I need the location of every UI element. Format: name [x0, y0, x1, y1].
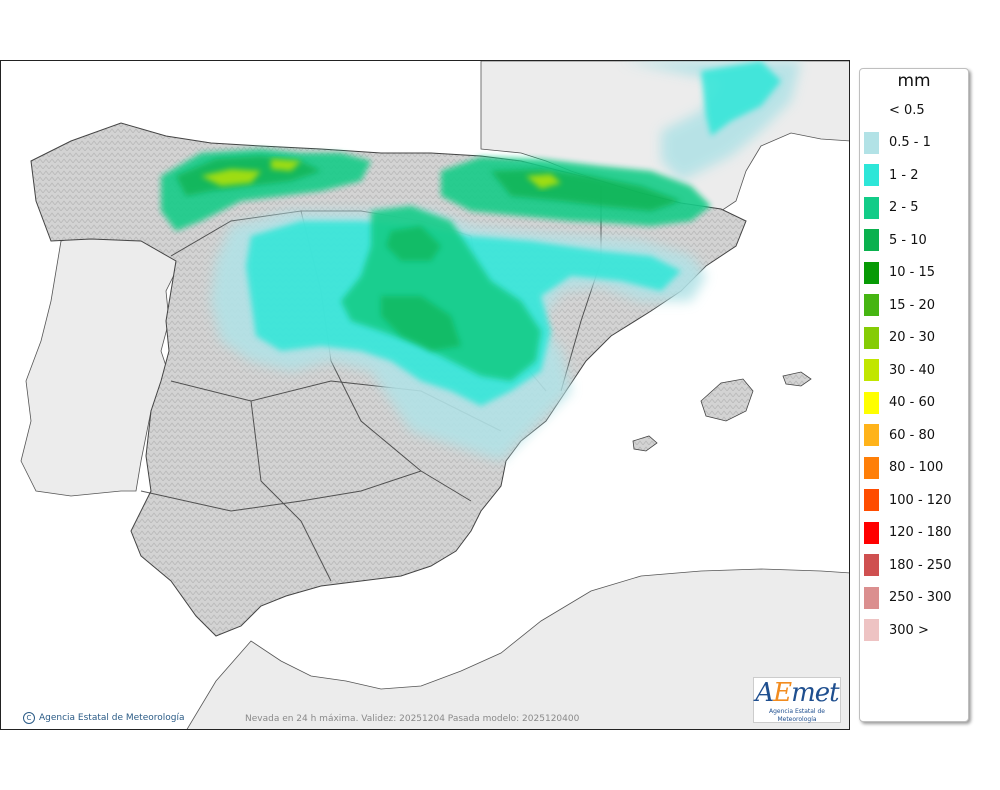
- legend-label: 100 - 120: [889, 492, 952, 508]
- legend-item: 120 - 180: [864, 521, 952, 544]
- legend-swatch: [864, 521, 879, 544]
- legend-swatch: [864, 131, 879, 154]
- legend-item: 60 - 80: [864, 424, 935, 446]
- legend-item: 10 - 15: [864, 261, 936, 284]
- legend-item: 0.5 - 1: [864, 131, 931, 154]
- legend-label: 60 - 80: [889, 427, 936, 443]
- legend-item: 2 - 5: [864, 196, 919, 219]
- legend-swatch: [864, 489, 879, 511]
- aemet-credit: C Agencia Estatal de Meteorología: [23, 712, 185, 724]
- map-frame[interactable]: C Agencia Estatal de Meteorología Nevada…: [0, 60, 850, 730]
- legend-item: 40 - 60: [864, 391, 936, 414]
- snow-1-2-france: [701, 61, 781, 136]
- legend-label: 250 - 300: [889, 590, 952, 605]
- ibiza: [632, 435, 658, 452]
- mallorca: [700, 378, 754, 422]
- legend-swatch: [864, 554, 879, 576]
- legend-item: < 0.5: [864, 99, 925, 121]
- legend-label: 40 - 60: [889, 395, 936, 410]
- aemet-logo: AEmet Agencia Estatal de Meteorología: [753, 677, 841, 723]
- legend-title: mm: [897, 71, 931, 91]
- legend-label: 20 - 30: [889, 330, 936, 345]
- copyright-icon: C: [23, 712, 35, 724]
- legend-swatch: [864, 586, 879, 609]
- legend-item: 300 >: [864, 619, 929, 641]
- legend-label: 0.5 - 1: [889, 135, 931, 150]
- legend-label: 80 - 100: [889, 460, 944, 475]
- legend-swatch: [864, 456, 879, 479]
- legend-item: 180 - 250: [864, 554, 952, 576]
- africa-land: [186, 568, 849, 729]
- precipitation-legend: mm < 0.5 0.5 - 1 1 - 2 2 - 5 5 - 10 10 - 15 15…: [859, 68, 969, 722]
- legend-label: < 0.5: [889, 102, 925, 118]
- legend-label: 30 - 40: [889, 362, 936, 378]
- map-caption: Nevada en 24 h máxima. Validez: 20251204…: [245, 714, 580, 724]
- legend-label: 15 - 20: [889, 297, 936, 313]
- legend-label: 2 - 5: [889, 200, 919, 215]
- legend-label: 10 - 15: [889, 265, 936, 280]
- legend-swatch: [864, 261, 879, 284]
- legend-item: 15 - 20: [864, 294, 935, 316]
- legend-swatch: [864, 391, 879, 414]
- snow-map: [1, 61, 849, 729]
- credit-text: Agencia Estatal de Meteorología: [39, 713, 185, 723]
- legend-swatch: [864, 294, 879, 316]
- legend-label: 1 - 2: [889, 167, 919, 183]
- legend-swatch: [864, 196, 879, 219]
- aemet-logo-text: AEmet: [755, 678, 839, 708]
- snowfall-areas: [161, 61, 801, 461]
- legend-item: 250 - 300: [864, 586, 952, 609]
- aemet-logo-subtext: Agencia Estatal de Meteorología: [768, 708, 825, 723]
- legend-label: 5 - 10: [889, 232, 927, 248]
- legend-item: 80 - 100: [864, 456, 944, 479]
- legend-swatch: [864, 619, 879, 641]
- legend-item: 20 - 30: [864, 326, 936, 349]
- legend-swatch: [864, 424, 879, 446]
- legend-swatch: [864, 99, 879, 121]
- legend-swatch: [864, 359, 879, 381]
- snow-20-30: [201, 159, 561, 189]
- legend-label: 180 - 250: [889, 557, 952, 573]
- legend-swatch: [864, 164, 879, 186]
- legend-label: 300 >: [889, 622, 929, 638]
- legend-item: 30 - 40: [864, 359, 935, 381]
- legend-label: 120 - 180: [889, 525, 952, 540]
- legend-swatch: [864, 326, 879, 349]
- snow-5-10-iberico: [381, 226, 461, 351]
- legend-swatch: [864, 229, 879, 251]
- legend-item: 1 - 2: [864, 164, 919, 186]
- menorca: [782, 371, 812, 387]
- legend-item: 5 - 10: [864, 229, 927, 251]
- legend-item: 100 - 120: [864, 489, 952, 511]
